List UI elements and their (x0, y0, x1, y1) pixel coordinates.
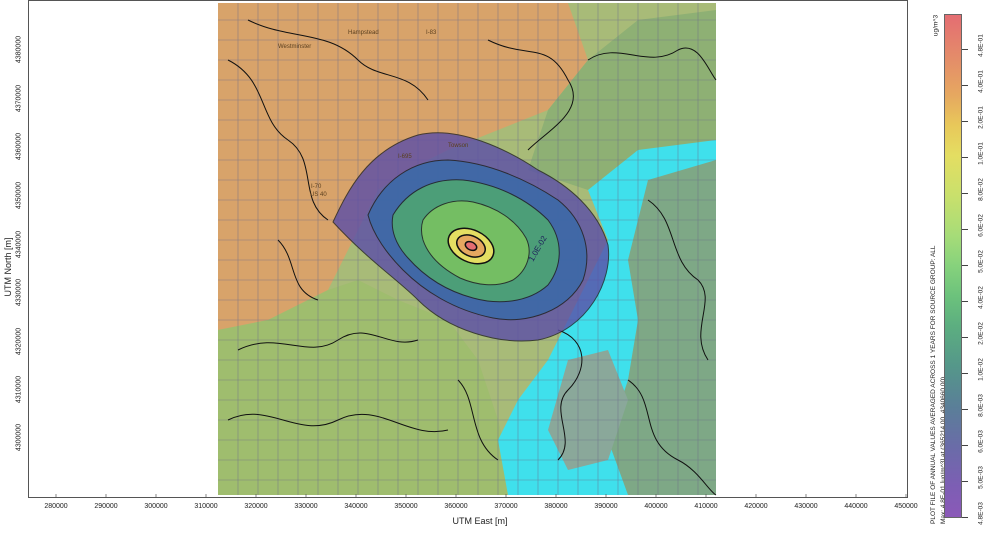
x-tick-label: 340000 (344, 503, 368, 510)
x-tick-label: 410000 (694, 503, 718, 510)
y-tick-label: 4380000 (15, 35, 23, 64)
legend-label: 8.0E-02 (977, 178, 985, 201)
x-tick-label: 350000 (394, 503, 418, 510)
x-tick-label: 320000 (244, 503, 268, 510)
legend-colorbar (944, 14, 962, 518)
green-zone-west (218, 280, 518, 495)
legend-tick (962, 373, 968, 374)
road-label: I-83 (426, 30, 437, 36)
legend-tick (962, 265, 968, 266)
legend-tick (962, 49, 968, 50)
road-label: I-695 (398, 154, 412, 160)
place-label: Hampstead (348, 30, 379, 36)
legend-tick (962, 85, 968, 86)
legend-tick (962, 121, 968, 122)
legend-tick (962, 193, 968, 194)
y-tick-label: 4330000 (15, 278, 23, 307)
x-tick-label: 390000 (594, 503, 618, 510)
legend-label: 8.0E-03 (977, 394, 985, 417)
legend-tick (962, 229, 968, 230)
basemap-labels: Westminster Hampstead I-83 I-70 US 40 I-… (278, 30, 468, 198)
legend-tick (962, 517, 968, 518)
x-tick-marks (55, 494, 907, 498)
y-axis-label: UTM North [m] (3, 237, 13, 297)
legend-tick (962, 409, 968, 410)
legend-label: 4.8E-01 (977, 34, 985, 57)
legend-label: 5.0E-03 (977, 466, 985, 489)
road-label: US 40 (310, 192, 327, 198)
x-tick-label: 400000 (644, 503, 668, 510)
road-label: I-70 (311, 184, 322, 190)
legend-label: 4.0E-01 (977, 70, 985, 93)
legend-tick (962, 445, 968, 446)
x-tick-label: 310000 (194, 503, 218, 510)
map-canvas[interactable]: Westminster Hampstead I-83 I-70 US 40 I-… (28, 0, 908, 498)
x-tick-label: 380000 (544, 503, 568, 510)
x-tick-label: 330000 (294, 503, 318, 510)
x-axis-label: UTM East [m] (452, 516, 508, 526)
y-tick-label: 4300000 (15, 423, 23, 452)
plume-core-max (464, 240, 478, 252)
x-tick-label: 280000 (44, 503, 68, 510)
legend-label: 1.0E-02 (977, 358, 985, 381)
place-label: Towson (448, 143, 468, 149)
legend-label: 2.0E-02 (977, 322, 985, 345)
y-tick-label: 4350000 (15, 181, 23, 210)
legend-tick (962, 481, 968, 482)
legend-tick (962, 337, 968, 338)
x-tick-label: 370000 (494, 503, 518, 510)
place-label: Westminster (278, 44, 311, 50)
x-tick-label: 360000 (444, 503, 468, 510)
x-tick-label: 450000 (894, 503, 918, 510)
legend-label: 6.0E-02 (977, 214, 985, 237)
legend-tick (962, 301, 968, 302)
y-tick-label: 4320000 (15, 327, 23, 356)
legend-label: 2.0E-01 (977, 106, 985, 129)
x-tick-label: 290000 (94, 503, 118, 510)
x-tick-label: 300000 (144, 503, 168, 510)
y-tick-label: 4340000 (15, 230, 23, 259)
x-tick-label: 440000 (844, 503, 868, 510)
x-tick-label: 430000 (794, 503, 818, 510)
x-tick-label: 420000 (744, 503, 768, 510)
legend-label: 1.0E-01 (977, 142, 985, 165)
y-tick-label: 4370000 (15, 84, 23, 113)
legend-label: 4.0E-02 (977, 286, 985, 309)
eastern-shore-land (608, 160, 716, 495)
y-tick-label: 4360000 (15, 132, 23, 161)
legend-tick (962, 157, 968, 158)
y-tick-label: 4310000 (15, 375, 23, 404)
legend-label: 6.0E-03 (977, 430, 985, 453)
legend-label: 4.8E-03 (977, 502, 985, 525)
legend-label: 5.0E-02 (977, 250, 985, 273)
terrain-contours (227, 19, 717, 496)
